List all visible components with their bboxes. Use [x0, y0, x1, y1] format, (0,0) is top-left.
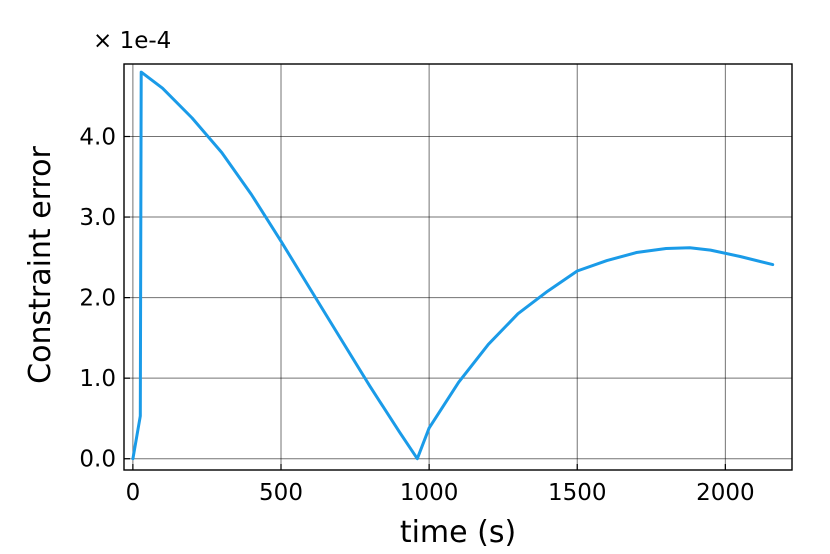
- grid-lines: [124, 64, 792, 470]
- x-tick-label: 500: [259, 480, 303, 506]
- series-layer: [131, 70, 775, 461]
- x-tick-labels: 0 500 1000 1500 2000: [126, 480, 755, 506]
- x-tick-label: 1000: [400, 480, 459, 506]
- y-tick-label: 4.0: [79, 125, 116, 151]
- plot-frame: [123, 63, 793, 471]
- x-tick-label: 0: [126, 480, 141, 506]
- x-tick-label: 1500: [548, 480, 607, 506]
- y-tick-label: 2.0: [79, 286, 116, 312]
- y-tick-label: 0.0: [79, 447, 116, 473]
- y-tick-label: 3.0: [79, 205, 116, 231]
- x-axis-title: time (s): [400, 515, 516, 550]
- y-tick-label: 1.0: [79, 366, 116, 392]
- series-line: [131, 70, 775, 461]
- y-axis-title: Constraint error: [23, 145, 58, 383]
- x-tick-label: 2000: [696, 480, 755, 506]
- y-axis-multiplier: × 1e-4: [93, 28, 171, 54]
- tick-marks: [124, 135, 726, 470]
- y-tick-labels: 0.0 1.0 2.0 3.0 4.0: [79, 125, 116, 473]
